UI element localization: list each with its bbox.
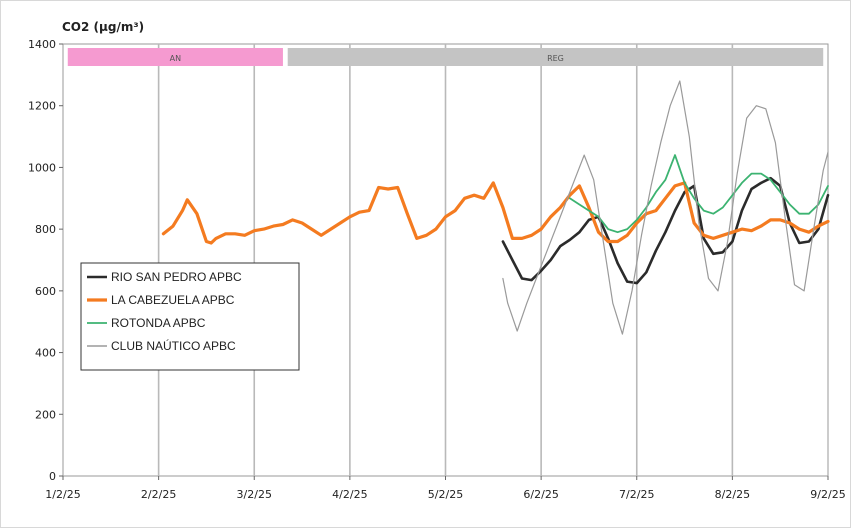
legend-box (80, 262, 300, 371)
y-tick-label: 600 (35, 285, 56, 298)
x-tick-label: 5/2/25 (428, 488, 463, 501)
x-tick-label: 3/2/25 (237, 488, 272, 501)
series-lines (161, 80, 830, 335)
period-band-label: REG (547, 54, 564, 63)
legend-entry-label: RIO SAN PEDRO APBC (111, 270, 242, 284)
series-line (568, 154, 829, 234)
x-tick-label: 7/2/25 (619, 488, 654, 501)
y-tick-label: 1400 (28, 38, 56, 51)
period-band (67, 48, 283, 66)
period-band-label: AN (170, 54, 181, 63)
legend-entry-label: CLUB NAÚTICO APBC (111, 338, 236, 353)
legend-entry-label: ROTONDA APBC (111, 316, 206, 330)
series-line (502, 80, 829, 335)
y-tick-label: 200 (35, 408, 56, 421)
axes: 0 200 400 600 800 1000 1200 1400 1/2/25 2/2/25 3/2… (28, 38, 846, 501)
grid-lines (157, 44, 734, 476)
y-tick-label: 800 (35, 223, 56, 236)
x-tick-label: 8/2/25 (715, 488, 750, 501)
y-tick-label: 0 (49, 470, 56, 483)
x-tick-label: 2/2/25 (141, 488, 176, 501)
series-line (501, 176, 830, 285)
x-tick-label: 9/2/25 (810, 488, 845, 501)
y-tick-label: 1200 (28, 100, 56, 113)
x-tick-label: 6/2/25 (523, 488, 558, 501)
x-tick-label: 4/2/25 (332, 488, 367, 501)
y-tick-label: 400 (35, 347, 56, 360)
x-tick-label: 1/2/25 (45, 488, 80, 501)
y-axis-label: CO2 (µg/m³) (62, 20, 144, 34)
period-band (287, 48, 824, 66)
legend-entry-label: LA CABEZUELA APBC (111, 293, 235, 307)
period-bands: AN REG (67, 48, 824, 66)
y-tick-label: 1000 (28, 161, 56, 174)
legend: RIO SAN PEDRO APBC LA CABEZUELA APBC ROTON… (80, 262, 300, 371)
series-line (161, 181, 830, 245)
